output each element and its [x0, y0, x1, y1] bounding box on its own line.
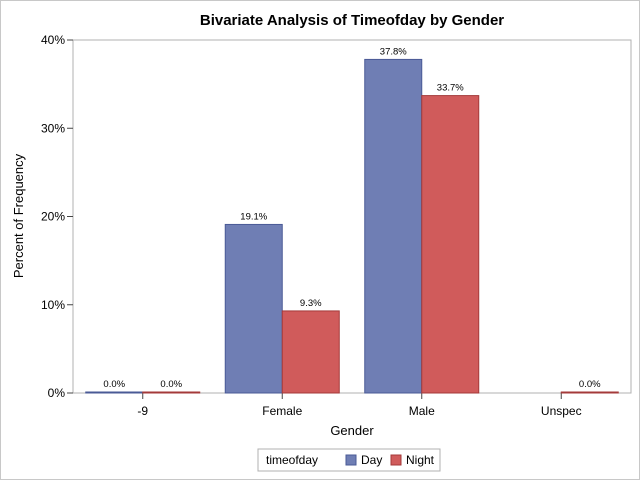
- data-label: 9.3%: [300, 298, 322, 309]
- y-tick-label: 0%: [48, 386, 66, 400]
- bar-day: [364, 58, 423, 394]
- y-tick-label: 20%: [41, 210, 65, 224]
- y-axis-label: Percent of Frequency: [11, 153, 26, 278]
- bar-labels-group: 0.0% 19.1% 37.8% 0.0% 9.3% 33.7% 0.0%: [103, 46, 601, 390]
- bar-night: [421, 95, 480, 394]
- bar-day: [224, 223, 283, 394]
- bar-night: [281, 310, 340, 394]
- x-tick-label: Male: [409, 404, 435, 418]
- data-label: 33.7%: [437, 83, 464, 94]
- data-label: 19.1%: [240, 211, 267, 222]
- bar-day: [85, 391, 144, 394]
- legend-label-day: Day: [361, 453, 382, 467]
- legend: timeofday Day Night: [257, 448, 441, 472]
- y-tick-label: 10%: [41, 298, 65, 312]
- x-tick-label: Female: [262, 404, 302, 418]
- data-label: 0.0%: [579, 379, 601, 390]
- data-label: 0.0%: [160, 379, 182, 390]
- data-label: 0.0%: [103, 379, 125, 390]
- legend-swatch-day: [345, 454, 357, 466]
- plot-area: [72, 39, 632, 394]
- x-tick-label: Unspec: [541, 404, 582, 418]
- y-axis: 0% 10% 20% 30% 40%: [41, 33, 73, 400]
- x-axis-label: Gender: [330, 423, 374, 438]
- x-axis: -9 Female Male Unspec: [137, 393, 582, 418]
- y-tick-label: 40%: [41, 33, 65, 47]
- legend-swatch-night: [390, 454, 402, 466]
- data-label: 37.8%: [380, 46, 407, 57]
- x-tick-label: -9: [137, 404, 148, 418]
- bar-night: [142, 391, 201, 394]
- bar-night: [560, 391, 619, 394]
- chart-title: Bivariate Analysis of Timeofday by Gende…: [200, 12, 504, 29]
- bars-group: [85, 58, 619, 394]
- y-tick-label: 30%: [41, 121, 65, 135]
- legend-label-night: Night: [406, 453, 435, 467]
- legend-title: timeofday: [266, 453, 318, 467]
